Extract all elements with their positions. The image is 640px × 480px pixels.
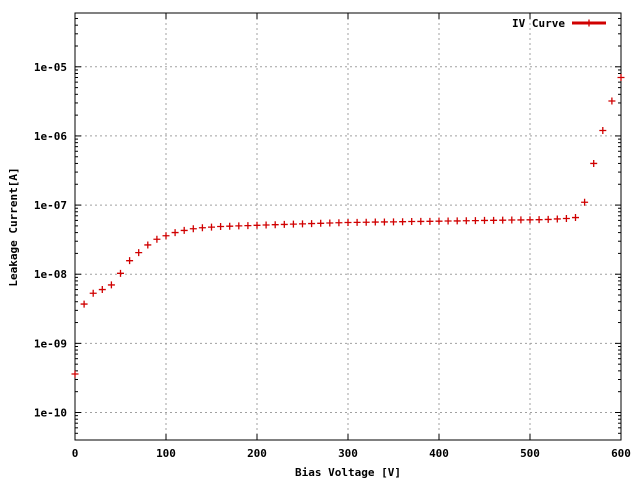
data-point: [153, 235, 161, 243]
data-point: [271, 221, 279, 229]
data-point: [408, 218, 416, 226]
data-point: [417, 217, 425, 225]
data-point: [217, 222, 225, 230]
y-axis-label: Leakage Current[A]: [7, 167, 20, 286]
data-point: [426, 217, 434, 225]
data-point: [581, 198, 589, 206]
data-point: [80, 300, 88, 308]
data-point: [572, 214, 579, 222]
data-point: [208, 223, 215, 231]
data-point: [608, 97, 616, 105]
data-point: [235, 222, 243, 230]
data-point: [371, 218, 379, 226]
data-point: [144, 241, 152, 249]
x-tick-label: 100: [156, 447, 176, 460]
data-point: [107, 281, 115, 289]
y-tick-label: 1e-10: [34, 406, 67, 419]
data-point: [471, 217, 479, 225]
x-tick-label: 300: [338, 447, 358, 460]
data-point: [508, 216, 516, 224]
data-point: [299, 220, 306, 228]
data-point: [326, 219, 334, 227]
data-point: [126, 257, 134, 265]
data-point: [89, 289, 97, 297]
data-point: [526, 216, 534, 224]
data-point: [462, 217, 470, 225]
data-point: [444, 217, 452, 225]
data-point: [162, 232, 170, 240]
legend: IV Curve: [512, 17, 606, 30]
data-point: [262, 221, 270, 229]
data-point: [135, 249, 143, 257]
data-point: [362, 218, 370, 226]
data-point: [535, 216, 543, 224]
data-point: [562, 214, 570, 222]
y-tick-label: 1e-07: [34, 199, 67, 212]
y-tick-label: 1e-06: [34, 130, 67, 143]
plot-frame: [74, 12, 622, 441]
data-point: [390, 218, 397, 226]
data-point: [117, 269, 124, 277]
x-tick-label: 400: [429, 447, 449, 460]
data-point: [490, 216, 498, 224]
data-point: [244, 222, 252, 230]
data-point: [499, 216, 507, 224]
data-point: [171, 229, 179, 237]
data-point: [435, 217, 443, 225]
data-point: [280, 220, 288, 228]
y-tick-label: 1e-08: [34, 268, 67, 281]
data-point: [98, 286, 106, 294]
data-point: [481, 216, 488, 224]
data-point: [198, 224, 206, 232]
x-tick-label: 600: [611, 447, 631, 460]
tick-layer: 0 100 200 300 400 500 600 1e-10 1e-09 1e-08 1e-07 1…: [34, 13, 631, 460]
data-point: [599, 126, 607, 134]
data-point: [544, 215, 552, 223]
data-point: [353, 218, 361, 226]
y-tick-label: 1e-05: [34, 61, 67, 74]
data-point: [517, 216, 525, 224]
data-point: [180, 226, 188, 234]
x-axis-label: Bias Voltage [V]: [295, 466, 401, 479]
data-point: [289, 220, 297, 228]
data-point: [380, 218, 388, 226]
points-layer: [71, 74, 625, 378]
y-tick-label: 1e-09: [34, 337, 67, 350]
x-tick-label: 200: [247, 447, 267, 460]
data-point: [553, 215, 561, 223]
data-point: [308, 220, 316, 228]
legend-marker-iv-curve: [585, 19, 593, 27]
data-point: [226, 222, 234, 230]
data-point: [590, 159, 598, 167]
x-tick-label: 500: [520, 447, 540, 460]
legend-label-iv-curve: IV Curve: [512, 17, 565, 30]
data-point: [71, 370, 79, 378]
data-point: [399, 218, 407, 226]
data-point: [189, 225, 197, 233]
data-point: [617, 74, 625, 82]
data-point: [317, 219, 325, 227]
x-tick-label: 0: [72, 447, 79, 460]
data-point: [253, 221, 261, 229]
grid-layer: [75, 13, 621, 440]
data-point: [344, 218, 352, 226]
data-point: [335, 219, 343, 227]
data-point: [453, 217, 461, 225]
